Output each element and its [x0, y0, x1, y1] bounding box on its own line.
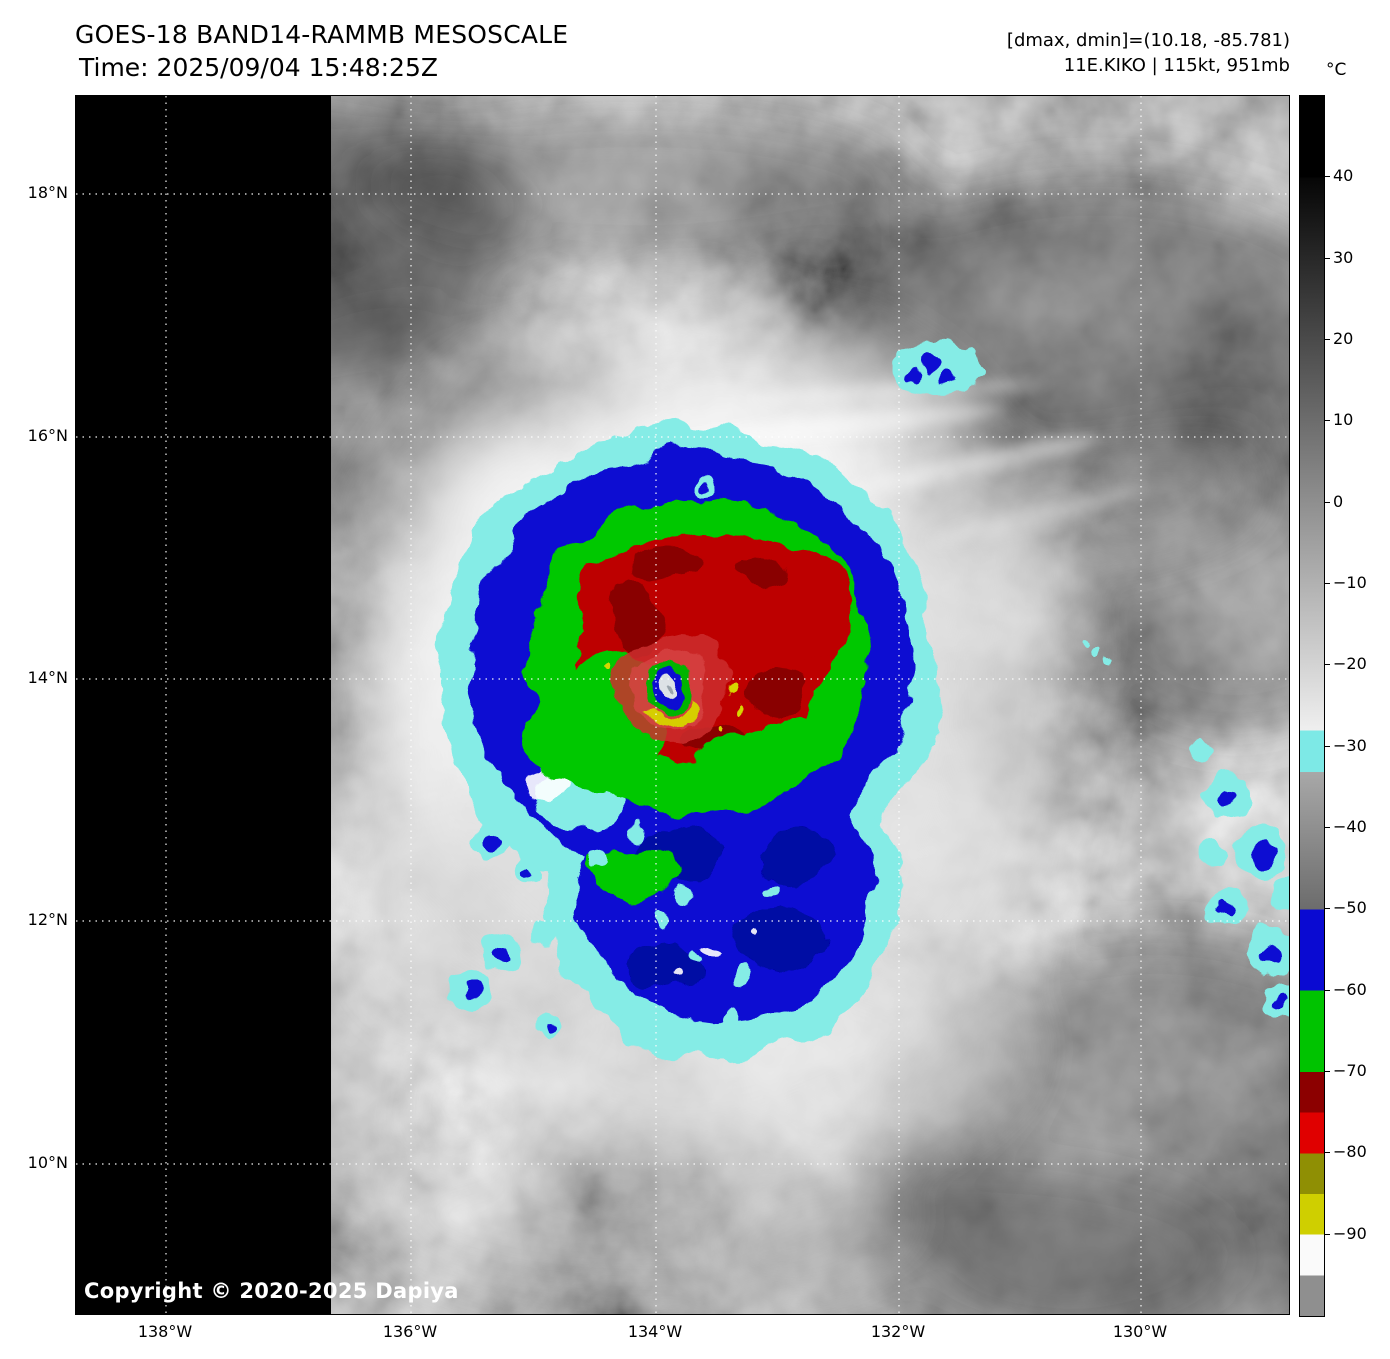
colorbar-tick-label: −20: [1333, 654, 1367, 673]
lat-label-12n: 12°N: [27, 910, 68, 929]
product-title: GOES-18 BAND14-RAMMB MESOSCALE: [75, 20, 569, 49]
colorbar-tick-label: −80: [1333, 1142, 1367, 1161]
colorbar-tick-label: −50: [1333, 898, 1367, 917]
colorbar-tick-label: −90: [1333, 1224, 1367, 1243]
colorbar-tick-label: −60: [1333, 980, 1367, 999]
lat-label-18n: 18°N: [27, 183, 68, 202]
colorbar-tick-label: −70: [1333, 1061, 1367, 1080]
colorbar-tick: [1325, 502, 1330, 503]
lat-label-16n: 16°N: [27, 426, 68, 445]
colorbar-tick-label: −40: [1333, 817, 1367, 836]
storm-info-readout: 11E.KIKO | 115kt, 951mb: [1063, 55, 1290, 76]
colorbar-unit-label: °C: [1326, 60, 1347, 80]
colorbar-tick: [1325, 1234, 1330, 1235]
lon-label-132w: 132°W: [870, 1322, 926, 1341]
no-data-region: [76, 96, 331, 1314]
lon-label-136w: 136°W: [382, 1322, 438, 1341]
lat-label-14n: 14°N: [27, 668, 68, 687]
latlon-gridlines: [76, 96, 1289, 1314]
lon-label-130w: 130°W: [1112, 1322, 1168, 1341]
outlying-cold-cells: [450, 341, 1289, 1038]
hurricane-core-overlay: [436, 425, 940, 1056]
colorbar-tick-label: 0: [1333, 492, 1344, 511]
satellite-map: Copyright © 2020-2025 Dapiya: [75, 95, 1290, 1315]
colorbar-tick: [1325, 908, 1330, 909]
colorbar-tick: [1325, 1071, 1330, 1072]
colorbar-tick-label: −10: [1333, 573, 1367, 592]
colorbar-tick: [1325, 339, 1330, 340]
lon-label-138w: 138°W: [137, 1322, 193, 1341]
colorbar-tick: [1325, 583, 1330, 584]
colorbar-tick: [1325, 176, 1330, 177]
lat-label-10n: 10°N: [27, 1153, 68, 1172]
colorbar-tick-label: 40: [1333, 166, 1354, 185]
colorbar: [1299, 95, 1325, 1317]
colorbar-tick-label: 30: [1333, 248, 1354, 267]
lon-label-134w: 134°W: [627, 1322, 683, 1341]
colorbar-tick: [1325, 258, 1330, 259]
colorbar-tick: [1325, 664, 1330, 665]
colorbar-tick: [1325, 1152, 1330, 1153]
colorbar-tick: [1325, 746, 1330, 747]
satellite-image: [76, 96, 1289, 1314]
colorbar-tick: [1325, 420, 1330, 421]
colorbar-tick-label: −30: [1333, 736, 1367, 755]
colorbar-tick-label: 10: [1333, 410, 1354, 429]
copyright-label: Copyright © 2020-2025 Dapiya: [84, 1279, 459, 1303]
colorbar-tick-label: 20: [1333, 329, 1354, 348]
colorbar-tick: [1325, 990, 1330, 991]
product-time: Time: 2025/09/04 15:48:25Z: [79, 53, 438, 82]
colorbar-tick: [1325, 827, 1330, 828]
data-range-readout: [dmax, dmin]=(10.18, -85.781): [1006, 30, 1290, 51]
